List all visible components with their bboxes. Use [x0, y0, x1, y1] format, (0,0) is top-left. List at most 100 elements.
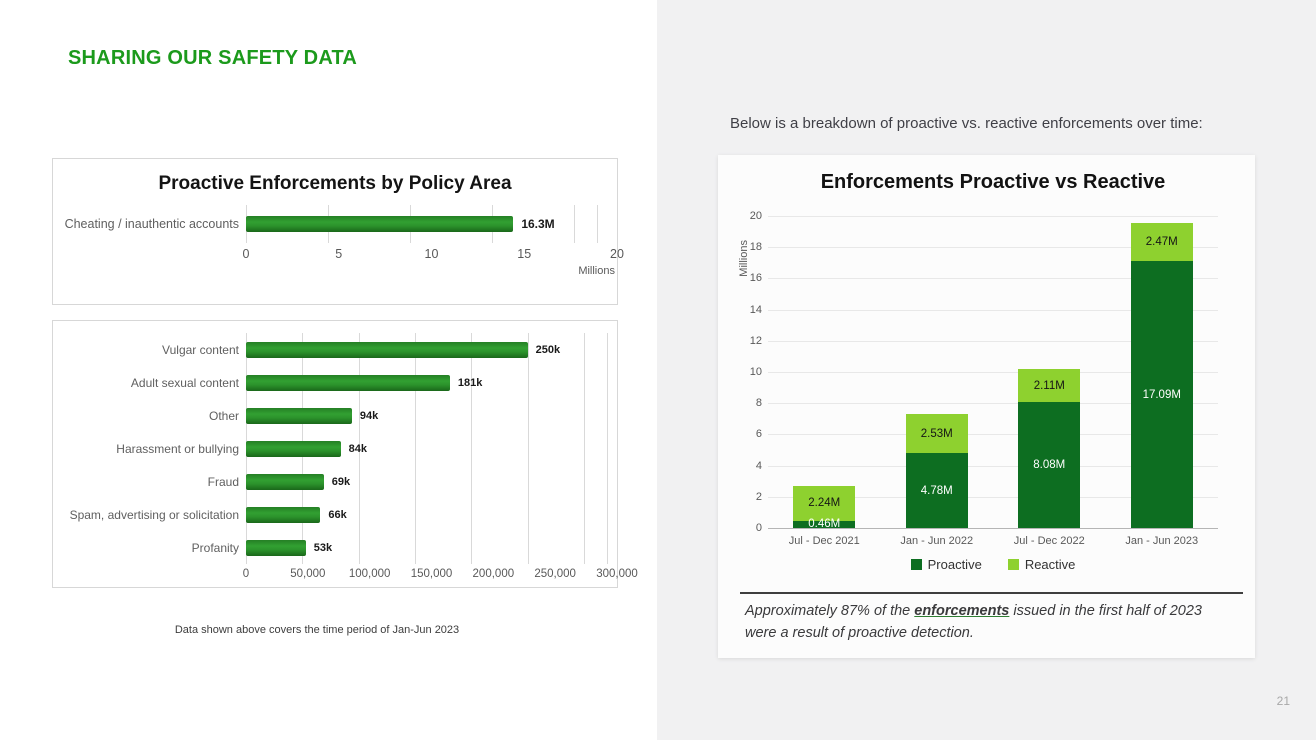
x-tick-label: 10: [424, 247, 439, 261]
chart-body: Cheating / inauthentic accounts 16.3M: [60, 205, 617, 243]
bar: [246, 374, 450, 391]
policy-area-breakdown-chart: Vulgar content Adult sexual content Other H…: [52, 320, 638, 588]
chart-title: Enforcements Proactive vs Reactive: [820, 171, 1166, 193]
enforcements-link[interactable]: enforcements: [914, 603, 1010, 619]
bar-row: 250k: [246, 333, 584, 366]
bars-plot: 16.3M: [246, 205, 598, 243]
column-group: 17.09M 2.47M: [1106, 216, 1219, 528]
segment-reactive: 2.53M: [905, 413, 968, 454]
page-number: 21: [1276, 694, 1290, 708]
y-tick-label: 0: [755, 522, 762, 534]
y-tick-label: 8: [755, 397, 762, 410]
page-title: SHARING OUR SAFETY DATA: [68, 47, 358, 69]
segment-reactive: 2.11M: [1018, 369, 1081, 402]
grid-line: [768, 278, 1218, 280]
bar-row: 53k: [246, 531, 584, 564]
x-category-label: Jan - Jun 2023: [1125, 535, 1199, 547]
segment-reactive: 2.24M: [793, 485, 856, 521]
stacked-bar: 17.09M 2.47M: [1130, 222, 1193, 528]
intro-text: Below is a breakdown of proactive vs. re…: [730, 115, 1203, 132]
chart-area: Cheating / inauthentic accounts 16.3M 0 5 10…: [53, 205, 624, 277]
columns: 0.46M 2.24M 4.78M 2.53M 8.08M 2.11M 17.09M 2.47…: [768, 216, 1219, 530]
enforcements-card: Enforcements Proactive vs Reactive Milli…: [718, 155, 1255, 658]
bar: [246, 440, 341, 457]
stacked-bar: 4.78M 2.53M: [905, 413, 968, 528]
segment-proactive: 4.78M: [905, 453, 968, 528]
bar: [246, 216, 514, 232]
column-group: 8.08M 2.11M: [993, 216, 1106, 528]
category-labels: Cheating / inauthentic accounts: [60, 205, 246, 243]
x-axis: Jul - Dec 2021 Jan - Jun 2022 Jul - Dec 20…: [768, 535, 1218, 547]
category-label: Cheating / inauthentic accounts: [64, 217, 239, 231]
y-tick-label: 18: [749, 241, 762, 254]
y-tick-label: 16: [749, 272, 762, 285]
bar: [246, 506, 321, 523]
bar-row: 16.3M: [246, 205, 574, 243]
x-tick-label: 0: [242, 247, 250, 261]
value-label: 69k: [331, 475, 351, 488]
value-label: 94k: [359, 409, 379, 422]
legend-label: Reactive: [1024, 557, 1076, 572]
bar-row: 84k: [246, 432, 584, 465]
data-period-footnote: Data shown above covers the time period …: [174, 624, 460, 636]
grid-line: [527, 333, 529, 564]
stacked-bar: 0.46M 2.24M: [793, 485, 856, 530]
proactive-note: Approximately 87% of the enforcements is…: [745, 601, 1232, 645]
column-group: 4.78M 2.53M: [881, 216, 994, 528]
x-axis-ticks: 0 5 10 15 20: [242, 247, 624, 265]
y-tick-label: 4: [755, 459, 762, 472]
grid-line: [768, 496, 1218, 498]
y-tick-label: 12: [749, 334, 762, 347]
value-label: 181k: [457, 376, 483, 389]
chart-title: Proactive Enforcements by Policy Area: [158, 173, 512, 194]
segment-proactive: 0.46M: [793, 518, 856, 530]
legend-item-proactive: Proactive: [910, 557, 982, 572]
bar-row: 94k: [246, 399, 584, 432]
plot-area: 0.46M 2.24M 4.78M 2.53M 8.08M 2.11M 17.09M 2.47…: [768, 216, 1219, 530]
grid-line: [768, 465, 1218, 467]
x-tick-label: 15: [517, 247, 532, 261]
segment-proactive: 17.09M: [1130, 261, 1193, 528]
axis-unit-label: Millions: [578, 265, 615, 277]
category-label: Other: [208, 408, 239, 423]
legend-swatch: [910, 559, 922, 570]
policy-area-main-chart: Proactive Enforcements by Policy Area Ch…: [52, 158, 624, 305]
grid-line: [471, 333, 473, 564]
grid-line: [768, 216, 1218, 217]
y-axis: 0 2 4 6 8 10 12 14 16 18 20: [718, 210, 762, 534]
legend-item-reactive: Reactive: [1007, 557, 1076, 572]
bar: [246, 341, 528, 358]
category-label: Fraud: [207, 474, 239, 489]
x-tick-label: 200,000: [472, 568, 515, 580]
grid-line: [768, 340, 1218, 342]
note-divider: [740, 592, 1243, 594]
value-label: 250k: [535, 343, 561, 356]
x-tick-label: 5: [335, 247, 343, 261]
grid-line: [415, 333, 416, 564]
value-label: 66k: [328, 508, 347, 521]
x-tick-label: 150,000: [410, 568, 453, 580]
bars-plot: 250k 181k 94k 84k 69k 66k 53k: [246, 333, 608, 564]
grid-line: [574, 205, 575, 243]
grid-line: [358, 333, 360, 564]
bar-row: 181k: [246, 366, 584, 399]
y-tick-label: 6: [755, 428, 762, 441]
grid-line: [584, 333, 585, 564]
value-label: 53k: [313, 541, 333, 554]
bar: [246, 539, 306, 556]
x-tick-label: 0: [242, 568, 250, 580]
bar-row: 69k: [246, 465, 584, 498]
grid-line: [768, 309, 1218, 311]
y-tick-label: 2: [755, 490, 762, 503]
legend-label: Proactive: [927, 557, 982, 572]
x-tick-label: 20: [610, 247, 624, 261]
x-axis-ticks: 0 50,000 100,000 150,000 200,000 250,000 300,0…: [242, 568, 638, 586]
value-label: 16.3M: [521, 217, 555, 231]
grid-line: [768, 372, 1218, 373]
category-label: Spam, advertising or solicitation: [69, 507, 239, 522]
category-labels: Vulgar content Adult sexual content Other H…: [60, 333, 246, 564]
x-category-label: Jan - Jun 2022: [900, 535, 974, 547]
note-suffix: issued in the first half of 2023 were a …: [745, 603, 1203, 641]
legend-swatch: [1007, 559, 1019, 570]
x-tick-label: 250,000: [534, 568, 576, 580]
